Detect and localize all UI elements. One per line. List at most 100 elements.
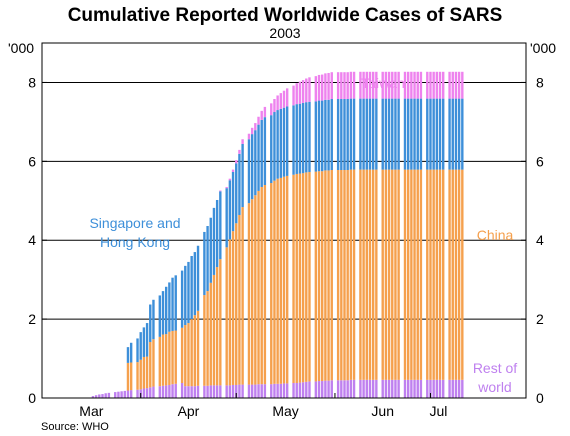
bar-segment-china (209, 282, 212, 386)
bar-segment-rest-of-world (231, 384, 235, 398)
bar-segment-china (235, 223, 238, 385)
bar-segment-china (375, 169, 378, 380)
bar-segment-china (136, 362, 139, 390)
bar-segment-china (168, 331, 171, 385)
bar-segment-rest-of-world (391, 379, 394, 398)
bar-segment-taiwan (279, 93, 283, 109)
bar-segment-rest-of-world (387, 379, 391, 398)
bar-segment-taiwan (435, 71, 439, 99)
bar-segment-rest-of-world (203, 385, 206, 398)
bar-segment-singapore-and-hong-kong (301, 102, 305, 174)
bar-segment-singapore-and-hong-kong (215, 199, 219, 268)
y-tick-label-left: 6 (28, 153, 36, 169)
bar-segment-china (215, 267, 219, 386)
bar-segment-china (448, 169, 451, 380)
bar-segment-taiwan (387, 71, 391, 99)
bar-segment-rest-of-world (413, 379, 416, 398)
bar-segment-singapore-and-hong-kong (184, 265, 187, 326)
plot-frame (41, 42, 527, 399)
bar-segment-singapore-and-hong-kong (219, 191, 222, 260)
bar-segment-china (206, 291, 209, 386)
bar-segment-singapore-and-hong-kong (429, 98, 432, 170)
bar-segment-rest-of-world (298, 382, 302, 398)
bar-segment-taiwan (330, 72, 333, 100)
bar-segment-rest-of-world (120, 391, 123, 398)
bar-segment-taiwan (365, 71, 368, 99)
bar-segment-singapore-and-hong-kong (305, 102, 308, 173)
bar-segment-singapore-and-hong-kong (416, 98, 419, 170)
bar-segment-rest-of-world (107, 392, 111, 398)
bar-segment-singapore-and-hong-kong (139, 332, 142, 360)
bar-segment-singapore-and-hong-kong (161, 291, 165, 335)
bar-segment-rest-of-world (457, 379, 461, 398)
bar-segment-china (298, 173, 302, 383)
bar-segment-rest-of-world (174, 383, 177, 398)
bar-segment-rest-of-world (416, 379, 419, 398)
bar-segment-singapore-and-hong-kong (260, 119, 263, 187)
bar-segment-rest-of-world (215, 385, 219, 398)
bar-segment-singapore-and-hong-kong (349, 98, 353, 170)
bar-segment-rest-of-world (279, 383, 283, 398)
bar-segment-singapore-and-hong-kong (171, 277, 174, 331)
bar-segment-rest-of-world (301, 382, 305, 398)
bar-segment-singapore-and-hong-kong (273, 112, 276, 181)
bar-segment-rest-of-world (371, 379, 375, 398)
bar-segment-china (384, 169, 388, 380)
bar-segment-rest-of-world (152, 386, 155, 398)
bar-segment-singapore-and-hong-kong (324, 99, 327, 171)
bar-segment-rest-of-world (352, 379, 356, 398)
bar-segment-singapore-and-hong-kong (145, 323, 149, 357)
bar-segment-singapore-and-hong-kong (419, 98, 423, 170)
bar-segment-singapore-and-hong-kong (375, 98, 378, 170)
bar-segment-rest-of-world (209, 385, 212, 398)
bar-segment-rest-of-world (419, 379, 423, 398)
x-tick-label-jul: Jul (430, 403, 448, 419)
bar-segment-rest-of-world (384, 379, 388, 398)
annotation-rest-line2: world (477, 379, 511, 395)
bar-segment-rest-of-world (454, 379, 458, 398)
bar-segment-singapore-and-hong-kong (209, 217, 212, 283)
bar-segment-china (432, 169, 435, 380)
bar-segment-taiwan (375, 71, 378, 99)
bar-segment-singapore-and-hong-kong (413, 98, 416, 170)
bar-segment-singapore-and-hong-kong (330, 99, 333, 171)
bar-segment-taiwan (359, 71, 362, 99)
bar-segment-china (365, 169, 368, 380)
bar-segment-china (145, 356, 149, 389)
bar-segment-china (279, 177, 283, 384)
bar-segment-taiwan (394, 71, 397, 99)
bar-segment-rest-of-world (158, 386, 162, 398)
bar-segment-china (442, 169, 445, 380)
bar-segment-singapore-and-hong-kong (206, 226, 209, 292)
bar-segment-rest-of-world (257, 384, 260, 398)
bar-segment-rest-of-world (270, 384, 273, 398)
bar-segment-china (212, 274, 216, 386)
bar-segment-singapore-and-hong-kong (158, 295, 162, 337)
bar-segment-rest-of-world (238, 384, 241, 398)
bar-segment-rest-of-world (101, 394, 104, 398)
bar-segment-china (203, 295, 206, 386)
bar-segment-taiwan (276, 95, 279, 111)
bar-segment-rest-of-world (190, 386, 193, 398)
bar-segment-rest-of-world (98, 394, 101, 398)
bar-segment-china (336, 170, 340, 381)
bar-segment-taiwan (442, 71, 445, 99)
bar-segment-china (254, 195, 257, 385)
bar-segment-taiwan (419, 71, 423, 99)
bar-segment-taiwan (308, 77, 311, 102)
bar-segment-china (149, 341, 152, 388)
bar-segment-taiwan (254, 123, 257, 131)
source-note: Source: WHO (41, 421, 109, 433)
bar-segment-rest-of-world (438, 379, 442, 398)
bar-segment-china (152, 339, 155, 387)
bar-segment-taiwan (429, 71, 432, 99)
bar-segment-rest-of-world (276, 383, 279, 398)
bar-segment-singapore-and-hong-kong (432, 98, 435, 170)
bar-segment-singapore-and-hong-kong (238, 153, 241, 215)
bar-segment-china (129, 362, 133, 391)
x-tick-label-jun: Jun (371, 403, 394, 419)
bar-segment-china (270, 183, 273, 385)
bar-segment-taiwan (371, 71, 375, 99)
bar-segment-taiwan (225, 186, 228, 189)
bar-segment-singapore-and-hong-kong (403, 98, 407, 170)
